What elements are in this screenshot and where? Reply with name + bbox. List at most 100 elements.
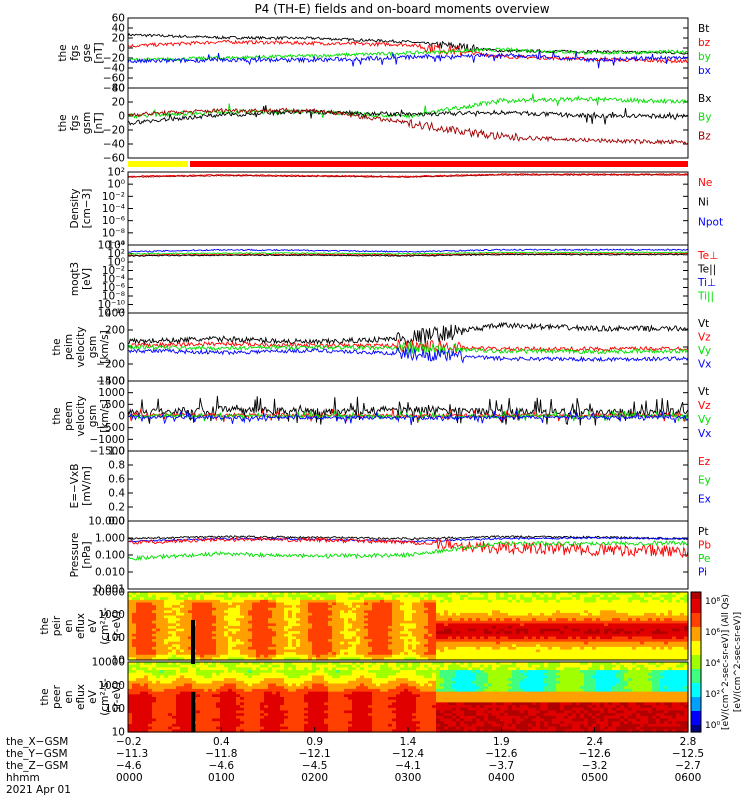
y-axis-label: gsm <box>81 112 93 134</box>
legend-entry: Ey <box>698 475 711 487</box>
y-tick-label: 0 <box>118 411 125 423</box>
y-axis-label: peem <box>63 401 75 431</box>
spectrogram-ion <box>128 592 689 661</box>
legend-entry: Vt <box>698 318 709 330</box>
y-tick-label: 10 <box>112 655 125 667</box>
x-tick-label: 1.9 <box>493 736 510 748</box>
y-tick-label: −1000 <box>89 434 125 446</box>
y-axis-label: eV <box>87 618 99 632</box>
series-bx <box>127 49 689 69</box>
y-tick-label: −40 <box>103 139 125 151</box>
x-tick-label: 0500 <box>581 772 608 784</box>
x-tick-label: −0.2 <box>116 736 142 748</box>
legend-entry: Vy <box>698 414 711 426</box>
panel-2: 40 20 0 −20 −40 −60 the fgs gsm [nT] Bx By Bz <box>57 83 711 165</box>
y-tick-label: −500 <box>96 422 125 434</box>
legend-entry: Ti|| <box>697 291 714 303</box>
y-tick-label: 10⁻² <box>102 265 125 277</box>
y-tick-label: 400 <box>105 308 125 320</box>
y-tick-label: 0.0 <box>108 516 125 528</box>
series-ni <box>127 173 688 179</box>
y-tick-label: 10⁰ <box>107 179 125 191</box>
y-tick-label: −80 <box>103 83 125 95</box>
series-pe <box>127 540 689 562</box>
series-ne <box>127 173 689 178</box>
y-tick-label: 1500 <box>98 376 125 388</box>
y-axis-label: [km/s] <box>99 330 111 364</box>
x-tick-label: −2.7 <box>675 760 701 772</box>
panel-frame <box>127 591 689 661</box>
legend-entry: Pe <box>698 553 710 565</box>
x-row-name: the_Z−GSM <box>6 760 68 772</box>
y-tick-label: 100 <box>105 632 125 644</box>
y-axis-label: E=−VxB <box>69 464 81 509</box>
legend-entry: Ez <box>698 456 711 468</box>
series-vt <box>127 321 689 346</box>
legend-entry: Vt <box>698 386 709 398</box>
y-tick-label: 1.000 <box>95 533 125 545</box>
y-tick-label: −1500 <box>89 446 125 458</box>
mode-bar-slow <box>128 161 188 167</box>
x-tick-label: −12.6 <box>485 748 517 760</box>
y-tick-label: 10000 <box>92 657 125 669</box>
legend-entry: Pt <box>698 526 708 538</box>
legend-entry: Vx <box>698 428 711 440</box>
y-axis-label: sr-eV) <box>111 611 123 642</box>
y-tick-label: 0 <box>118 342 125 354</box>
x-tick-label: −12.1 <box>299 748 331 760</box>
y-tick-label: −200 <box>96 359 125 371</box>
y-axis-label: the <box>39 688 51 705</box>
legend-entry: Ni <box>698 197 709 209</box>
x-tick-label: 0.9 <box>306 736 323 748</box>
x-tick-label: 0400 <box>488 772 515 784</box>
legend-entry: Ne <box>698 177 712 189</box>
series-vy <box>127 341 689 357</box>
y-tick-label: 20 <box>112 33 125 45</box>
y-tick-label: 0.4 <box>108 488 125 500</box>
colorbar-tick: 10⁶ <box>705 628 720 638</box>
mode-bar-fast <box>190 161 688 167</box>
y-axis-label: [nT] <box>93 42 105 63</box>
legend-entry: Vz <box>698 400 711 412</box>
x-tick-label: −4.6 <box>116 760 142 772</box>
y-axis-label: en <box>63 690 75 703</box>
y-axis-label: velocity <box>75 326 87 367</box>
y-tick-label: 10⁻⁶ <box>102 282 125 294</box>
y-tick-label: −20 <box>103 125 125 137</box>
panel-8: 10.000 1.000 0.100 0.010 0.001 Pressure [nPa] P… <box>69 516 711 596</box>
y-tick-label: 200 <box>105 325 125 337</box>
colorbar-label: [eV/(cm^2-sec-sr-eV)] <box>733 612 743 712</box>
y-axis-label: the <box>57 114 69 131</box>
y-axis-label: fgs <box>69 45 81 61</box>
y-axis-label: [nPa] <box>81 541 93 568</box>
panel-7: 1.0 0.8 0.6 0.4 0.2 0.0 E=−VxB [mV/m] Ez Ey Ex <box>69 446 711 528</box>
y-tick-label: 10² <box>107 248 125 260</box>
chart-title: P4 (TH-E) fields and on-board moments ov… <box>254 2 549 16</box>
panel-4: 10⁴10²10⁰10⁻²10⁻⁴10⁻⁶10⁻⁸10⁻¹⁰10⁻¹²moqt3… <box>69 240 718 320</box>
x-tick-label: −4.6 <box>209 760 235 772</box>
y-axis-label: eV <box>87 689 99 703</box>
y-axis-label: eflux <box>75 684 87 710</box>
y-tick-label: 0.8 <box>108 460 125 472</box>
x-tick-label: −12.6 <box>579 748 611 760</box>
x-tick-label: 0600 <box>675 772 702 784</box>
legend-entry: Pb <box>698 540 711 552</box>
colorbar-tick: 10² <box>705 690 720 700</box>
y-tick-label: 0 <box>118 43 125 55</box>
y-axis-label: [mV/m] <box>81 466 93 505</box>
y-tick-label: 10² <box>107 167 125 179</box>
y-axis-label: gsm <box>87 405 99 427</box>
y-axis-label: [nT] <box>93 112 105 133</box>
y-tick-label: 20 <box>112 97 125 109</box>
x-tick-label: −4.5 <box>302 760 328 772</box>
y-tick-label: 0.001 <box>95 584 125 596</box>
y-axis-label: fgs <box>69 115 81 131</box>
legend-entry: Vy <box>698 345 711 357</box>
panel-frame <box>127 171 689 246</box>
legend-entry: Te⊥ <box>697 250 718 262</box>
y-tick-label: 10⁻⁶ <box>102 215 125 227</box>
y-tick-label: 10⁻⁴ <box>102 203 125 215</box>
series-peem-vt <box>127 395 689 426</box>
